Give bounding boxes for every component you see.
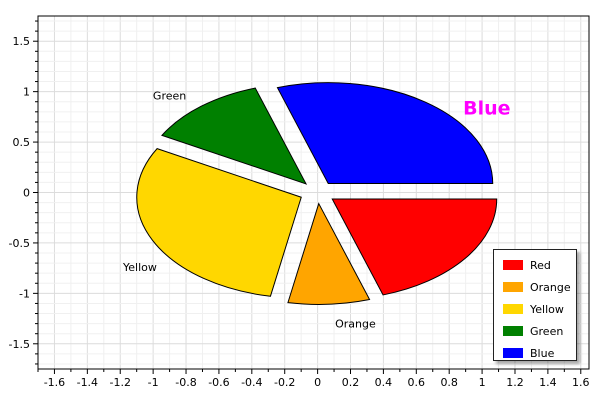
- x-tick-label: 0.8: [440, 376, 458, 389]
- x-tick-label: -1.2: [110, 376, 131, 389]
- x-tick-label: -0.8: [175, 376, 196, 389]
- legend-swatch: [503, 348, 523, 358]
- legend-label: Orange: [530, 280, 571, 294]
- axis-ticks: -1.6 -1.4 -1.2 -1 -0.8 -0.6 -0.4 -0.2 0 0.2 0.4 0.6…: [9, 20, 590, 389]
- slice-label-yellow: Yellow: [122, 261, 157, 274]
- pie-slices: [136, 82, 498, 305]
- x-tick-label: -0.2: [274, 376, 295, 389]
- y-tick-label: 1: [23, 86, 30, 99]
- legend-item-orange: Orange: [494, 276, 576, 298]
- legend-item-yellow: Yellow: [494, 298, 576, 320]
- x-tick-label: 1: [479, 376, 486, 389]
- x-tick-label: -1.6: [44, 376, 65, 389]
- slice-label-orange: Orange: [335, 318, 376, 331]
- legend-swatch: [503, 304, 523, 314]
- x-tick-label: 0: [314, 376, 321, 389]
- legend-swatch: [503, 326, 523, 336]
- legend-item-red: Red: [494, 254, 576, 276]
- x-tick-label: 1.4: [539, 376, 557, 389]
- legend-item-green: Green: [494, 320, 576, 342]
- y-tick-label: 0: [23, 187, 30, 200]
- legend-swatch: [503, 260, 523, 270]
- x-tick-label: 0.6: [408, 376, 426, 389]
- x-tick-label: -0.6: [208, 376, 229, 389]
- pie-slice-blue: [276, 82, 494, 185]
- y-tick-label: -1.5: [9, 338, 30, 351]
- pie-slice-green: [161, 87, 308, 185]
- legend: Red Orange Yellow Green Blue: [493, 249, 577, 361]
- pie-slice-yellow: [136, 148, 302, 297]
- x-tick-label: 1.6: [572, 376, 590, 389]
- pie-slice-red: [331, 198, 498, 296]
- x-tick-label: -0.4: [241, 376, 262, 389]
- legend-label: Yellow: [530, 302, 564, 316]
- legend-label: Blue: [530, 346, 555, 360]
- pie-slice-orange: [287, 202, 371, 305]
- y-tick-label: -0.5: [9, 237, 30, 250]
- x-tick-label: -1: [148, 376, 159, 389]
- legend-label: Red: [530, 258, 551, 272]
- x-tick-label: -1.4: [77, 376, 98, 389]
- y-tick-label: -1: [19, 287, 30, 300]
- y-tick-label: 0.5: [13, 136, 31, 149]
- x-tick-label: 1.2: [506, 376, 524, 389]
- slice-label-blue: Blue: [463, 98, 510, 120]
- y-tick-label: 1.5: [13, 35, 31, 48]
- legend-item-blue: Blue: [494, 342, 576, 364]
- slice-label-green: Green: [153, 90, 186, 103]
- legend-label: Green: [530, 324, 564, 338]
- x-tick-label: 0.4: [375, 376, 393, 389]
- x-tick-label: 0.2: [342, 376, 360, 389]
- legend-swatch: [503, 282, 523, 292]
